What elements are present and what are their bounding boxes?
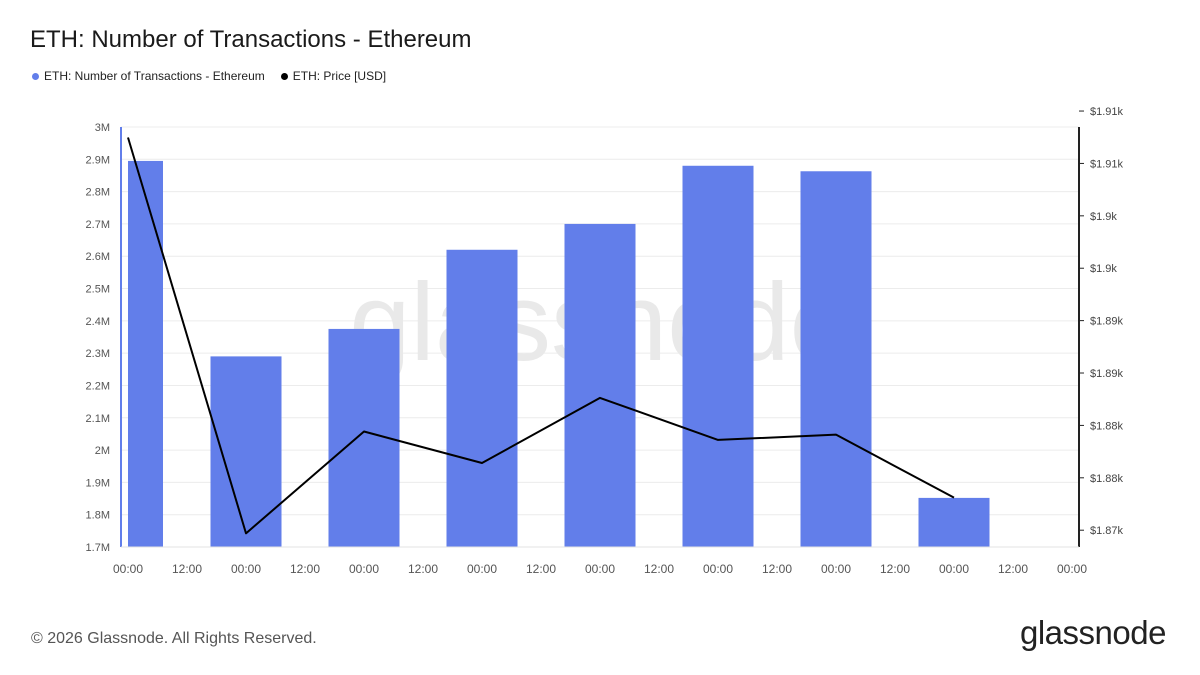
legend-item-transactions[interactable]: ETH: Number of Transactions - Ethereum [32,69,265,83]
legend-label-price: ETH: Price [USD] [292,69,387,83]
y-right-tick-label: $1.9k [1090,263,1117,275]
y-right-tick-label: $1.89k [1090,368,1124,380]
y-right-tick-labels: $1.87k $1.88k $1.88k $1.89k $1.89k $1.9k $1.9k… [1079,106,1124,537]
y-left-tick-label: 2.2M [86,380,110,392]
bar [128,160,163,547]
x-tick-label: 12:00 [880,562,910,576]
x-tick-label: 12:00 [172,562,202,576]
y-right-tick-label: $1.9k [1090,211,1117,223]
x-tick-label: 00:00 [349,562,379,576]
legend-label-transactions: ETH: Number of Transactions - Ethereum [44,69,265,83]
y-left-tick-label: 2.1M [86,413,110,425]
legend-item-price[interactable]: ETH: Price [USD] [280,69,387,83]
y-left-tick-label: 1.9M [86,477,110,489]
y-left-tick-label: 1.7M [86,542,110,554]
x-tick-label: 12:00 [998,562,1028,576]
y-left-tick-label: 1.8M [86,510,110,522]
x-tick-label: 00:00 [939,562,969,576]
axes-group [120,127,1080,548]
y-left-tick-label: 3M [95,122,110,134]
y-left-tick-labels: 1.7M 1.8M 1.9M 2M 2.1M 2.2M 2.3M 2.4M 2.5M 2.6M 2.… [86,122,110,554]
x-tick-label: 00:00 [113,562,143,576]
y-right-tick-label: $1.88k [1090,420,1124,432]
bar [800,171,872,547]
x-tick-label: 00:00 [585,562,615,576]
y-left-tick-label: 2.8M [86,187,110,199]
x-tick-label: 00:00 [1057,562,1087,576]
y-right-tick-label: $1.88k [1090,473,1124,485]
y-left-tick-label: 2.7M [86,219,110,231]
x-tick-label: 00:00 [467,562,497,576]
y-right-tick-label: $1.89k [1090,316,1124,328]
bar [682,165,754,547]
x-tick-label: 00:00 [821,562,851,576]
y-left-tick-label: 2.4M [86,316,110,328]
y-left-tick-label: 2.5M [86,284,110,296]
y-left-tick-label: 2.9M [86,154,110,166]
bar [446,249,518,547]
x-tick-label: 12:00 [290,562,320,576]
y-left-tick-label: 2.3M [86,348,110,360]
y-right-tick-label: $1.91k [1090,106,1124,118]
glassnode-logo[interactable]: glassnode [1020,614,1166,651]
price-line [127,137,955,535]
bar [564,223,636,547]
bars-group [128,160,990,547]
y-right-tick-label: $1.87k [1090,525,1124,537]
x-tick-label: 12:00 [408,562,438,576]
y-left-tick-label: 2M [95,445,110,457]
price-line-group [127,137,955,535]
y-left-tick-label: 2.6M [86,251,110,263]
x-tick-label: 12:00 [526,562,556,576]
x-tick-label: 00:00 [703,562,733,576]
x-tick-labels: 00:00 12:00 00:00 12:00 00:00 12:00 00:00 12:00… [113,562,1087,576]
x-tick-label: 00:00 [231,562,261,576]
bar [918,497,990,547]
chart-legend: ETH: Number of Transactions - Ethereum E… [32,69,402,83]
y-right-tick-label: $1.91k [1090,158,1124,170]
legend-dot-price [280,72,288,80]
copyright-text: © 2026 Glassnode. All Rights Reserved. [31,630,317,647]
legend-dot-transactions [32,72,39,80]
x-tick-label: 12:00 [644,562,674,576]
x-tick-label: 12:00 [762,562,792,576]
chart-title: ETH: Number of Transactions - Ethereum [30,26,472,53]
